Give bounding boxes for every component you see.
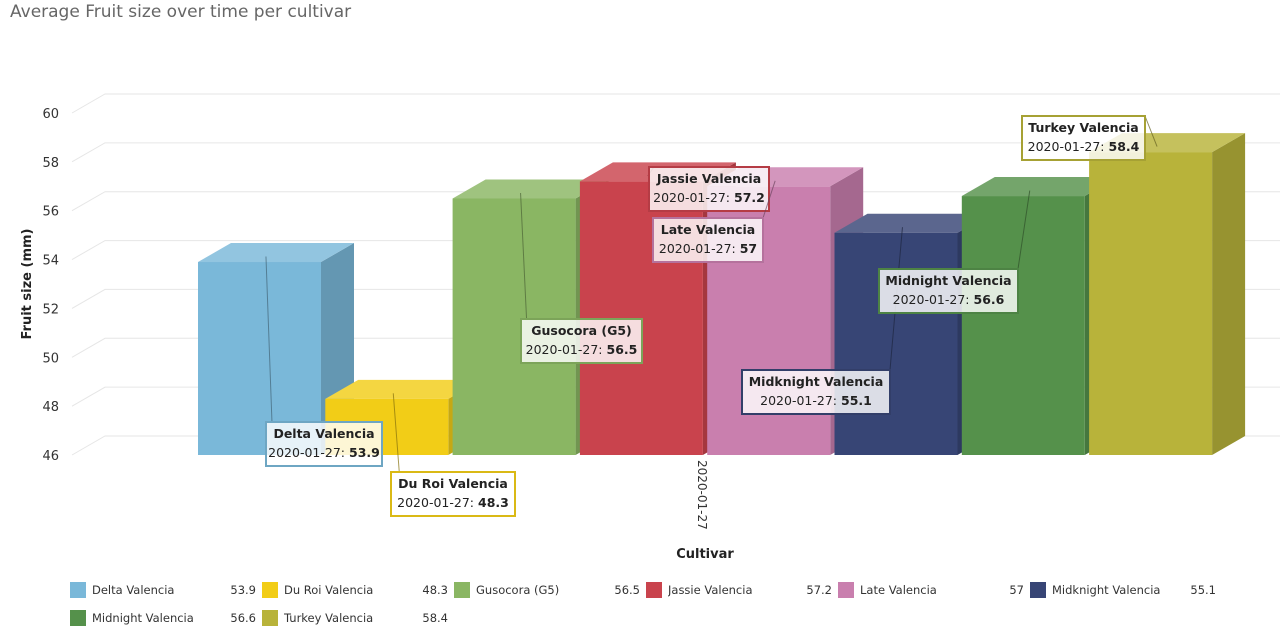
x-axis-label: Cultivar — [676, 547, 734, 562]
legend-swatch — [70, 582, 86, 598]
data-label-value: 2020-01-27: 56.5 — [526, 342, 638, 357]
legend-value: 48.3 — [422, 583, 448, 597]
y-tick-label: 56 — [42, 205, 59, 220]
legend-value: 55.1 — [1190, 583, 1216, 597]
legend-item[interactable]: Turkey Valencia 58.4 — [262, 608, 448, 628]
y-axis-label: Fruit size (mm) — [20, 229, 35, 340]
gridline — [71, 93, 1280, 114]
gridline — [71, 142, 1280, 163]
legend-swatch — [646, 582, 662, 598]
data-label-series: Late Valencia — [661, 222, 755, 237]
legend-value: 58.4 — [422, 611, 448, 625]
y-tick-label: 48 — [42, 400, 59, 415]
data-label: Gusocora (G5) 2020-01-27: 56.5 — [520, 192, 643, 364]
gridline — [71, 191, 1280, 212]
data-label-series: Jassie Valencia — [656, 171, 761, 186]
data-label-series: Gusocora (G5) — [531, 323, 632, 338]
y-axis-ticks: 46 48 50 52 54 56 58 60 — [42, 107, 59, 464]
legend-swatch — [1030, 582, 1046, 598]
legend-name: Jassie Valencia — [668, 583, 753, 597]
data-label-value: 2020-01-27: 57 — [659, 241, 757, 256]
x-tick-label: 2020-01-27 — [695, 460, 709, 530]
legend-name: Late Valencia — [860, 583, 937, 597]
data-label-value: 2020-01-27: 56.6 — [893, 292, 1005, 307]
legend-value: 57.2 — [806, 583, 832, 597]
legend-name: Gusocora (G5) — [476, 583, 560, 597]
legend-item[interactable]: Midknight Valencia 55.1 — [1030, 580, 1216, 600]
data-label-series: Turkey Valencia — [1028, 120, 1138, 135]
data-label-series: Midknight Valencia — [749, 374, 884, 389]
data-label-value: 2020-01-27: 53.9 — [268, 445, 380, 460]
data-label: Midknight Valencia 2020-01-27: 55.1 — [741, 227, 903, 415]
data-label-value: 2020-01-27: 55.1 — [760, 393, 872, 408]
legend-value: 56.6 — [230, 611, 256, 625]
legend-swatch — [262, 582, 278, 598]
data-label-series: Du Roi Valencia — [398, 476, 508, 491]
legend-swatch — [838, 582, 854, 598]
legend-swatch — [454, 582, 470, 598]
data-label: Late Valencia 2020-01-27: 57 — [652, 180, 776, 263]
data-label-value: 2020-01-27: 58.4 — [1028, 139, 1140, 154]
data-labels: Delta Valencia 2020-01-27: 53.9 Du Roi Val… — [265, 115, 1158, 517]
legend-item[interactable]: Gusocora (G5) 56.5 — [454, 580, 640, 600]
bar-turkey-valencia[interactable] — [1089, 133, 1246, 456]
chart-title: Average Fruit size over time per cultiva… — [10, 2, 352, 22]
bars — [198, 133, 1246, 456]
data-label-series: Midnight Valencia — [885, 273, 1011, 288]
data-label: Midnight Valencia 2020-01-27: 56.6 — [878, 190, 1031, 314]
data-label: Jassie Valencia 2020-01-27: 57.2 — [647, 166, 770, 212]
data-label-value: 2020-01-27: 57.2 — [653, 190, 765, 205]
legend-item[interactable]: Du Roi Valencia 48.3 — [262, 580, 448, 600]
y-tick-label: 46 — [42, 449, 59, 464]
legend-name: Du Roi Valencia — [284, 583, 374, 597]
y-tick-label: 50 — [42, 351, 59, 366]
legend-name: Turkey Valencia — [284, 611, 374, 625]
legend-value: 53.9 — [230, 583, 256, 597]
legend-name: Midnight Valencia — [92, 611, 194, 625]
y-tick-label: 54 — [42, 254, 59, 269]
legend-item[interactable]: Jassie Valencia 57.2 — [646, 580, 832, 600]
data-label-value: 2020-01-27: 48.3 — [397, 495, 509, 510]
legend-name: Delta Valencia — [92, 583, 175, 597]
legend-value: 56.5 — [614, 583, 640, 597]
data-label: Delta Valencia 2020-01-27: 53.9 — [265, 256, 383, 467]
legend-item[interactable]: Midnight Valencia 56.6 — [70, 608, 256, 628]
legend-name: Midknight Valencia — [1052, 583, 1161, 597]
y-tick-label: 60 — [42, 107, 59, 122]
data-label: Du Roi Valencia 2020-01-27: 48.3 — [390, 393, 516, 517]
y-tick-label: 52 — [42, 302, 59, 317]
legend-swatch — [70, 610, 86, 626]
legend-value: 57 — [1009, 583, 1024, 597]
legend-item[interactable]: Late Valencia 57 — [838, 580, 1024, 600]
data-label: Turkey Valencia 2020-01-27: 58.4 — [1021, 115, 1158, 161]
chart-canvas: 46 48 50 52 54 56 58 60 Delta Valencia 2020-01-2… — [20, 93, 1280, 562]
data-label-series: Delta Valencia — [273, 426, 374, 441]
legend-item[interactable]: Delta Valencia 53.9 — [70, 580, 256, 600]
legend-swatch — [262, 610, 278, 626]
y-tick-label: 58 — [42, 156, 59, 171]
